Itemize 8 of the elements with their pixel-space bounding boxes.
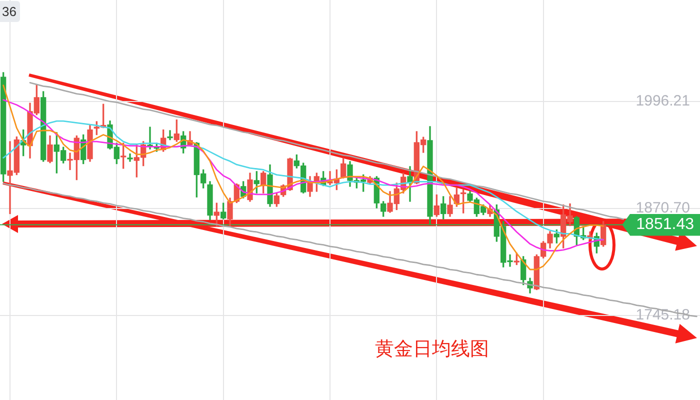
ref-line-label: 1851.43 — [622, 214, 700, 236]
y-tick-label: 1745.18 — [636, 306, 690, 324]
text: 黄金日均线图 — [375, 337, 489, 362]
candlestick — [167, 130, 173, 140]
y-tick-label: 1996.21 — [636, 92, 690, 110]
annotation: 36 — [0, 1, 20, 22]
y-tick-label: 1870.70 — [636, 200, 690, 216]
candlestick — [127, 153, 133, 162]
